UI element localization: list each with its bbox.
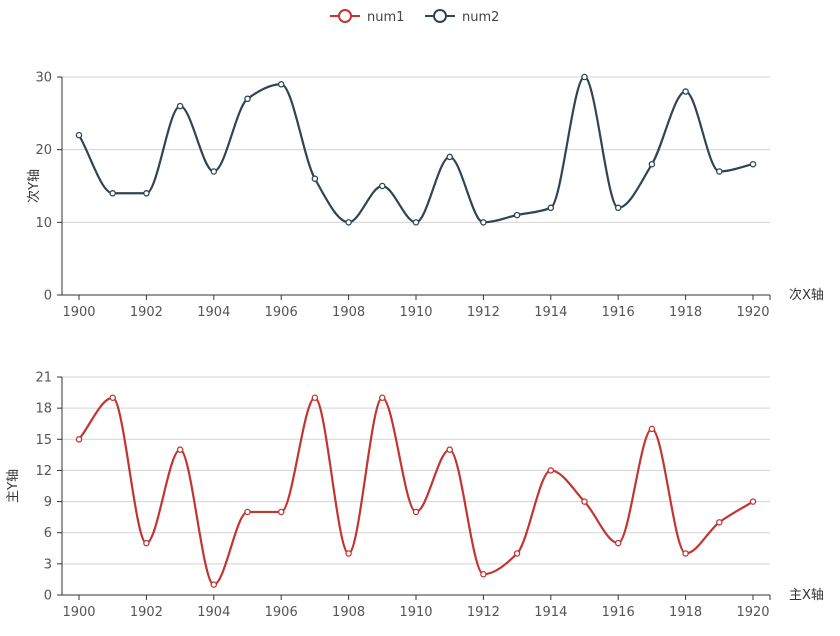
data-point[interactable] <box>581 498 588 505</box>
data-point[interactable] <box>480 219 487 226</box>
data-point[interactable] <box>75 436 83 443</box>
legend-label: num2 <box>462 10 499 25</box>
data-point[interactable] <box>143 539 150 547</box>
data-point[interactable] <box>716 519 723 526</box>
x-tick-label: 1912 <box>467 605 500 620</box>
legend-circle-icon <box>338 9 352 23</box>
x-tick-label: 1906 <box>265 605 298 620</box>
data-point[interactable] <box>682 88 689 95</box>
x-tick-label: 1918 <box>669 605 702 620</box>
y-tick-label: 30 <box>35 71 52 86</box>
legend[interactable]: num1 num2 <box>330 9 499 25</box>
bottom-chart: 0 3 6 9 12 15 18 21 1900 1902 1904 1906 1908 1910 1912… <box>6 371 824 621</box>
data-point[interactable] <box>379 394 386 402</box>
y-tick-label: 0 <box>44 589 52 604</box>
x-tick-label: 1912 <box>467 305 500 320</box>
data-point[interactable] <box>547 467 555 474</box>
x-tick-label: 1910 <box>399 305 432 320</box>
x-tick-label: 1916 <box>602 305 635 320</box>
data-point[interactable] <box>648 160 656 168</box>
x-tick-label: 1906 <box>265 305 298 320</box>
x-tick-label: 1904 <box>197 305 230 320</box>
y-tick-label: 12 <box>35 464 52 479</box>
data-point[interactable] <box>614 539 622 547</box>
series-line-num1 <box>78 396 754 586</box>
data-point[interactable] <box>345 219 352 226</box>
x-tick-label: 1910 <box>399 605 432 620</box>
y-tick-label: 3 <box>44 557 52 572</box>
x-tick-label: 1904 <box>197 605 230 620</box>
data-point[interactable] <box>446 153 453 161</box>
data-point[interactable] <box>210 168 218 175</box>
data-point[interactable] <box>311 175 319 182</box>
x-tick-label: 1908 <box>332 605 365 620</box>
data-point[interactable] <box>75 131 83 139</box>
x-tick-label: 1908 <box>332 305 365 320</box>
y-tick-label: 15 <box>35 433 52 448</box>
x-tick-label: 1918 <box>669 305 702 320</box>
data-point[interactable] <box>176 446 184 453</box>
x-tick-label: 1920 <box>736 305 769 320</box>
data-point[interactable] <box>446 446 453 453</box>
data-point[interactable] <box>244 508 251 516</box>
x-tick-label: 1900 <box>62 305 95 320</box>
y-tick-label: 0 <box>44 289 52 304</box>
y-tick-label: 10 <box>35 216 52 231</box>
data-point[interactable] <box>513 550 521 557</box>
data-point[interactable] <box>345 550 352 557</box>
data-point[interactable] <box>547 204 555 212</box>
data-point[interactable] <box>109 394 116 402</box>
data-point[interactable] <box>749 160 757 168</box>
data-point[interactable] <box>176 102 184 110</box>
y-tick-label: 18 <box>35 402 52 417</box>
legend-label: num1 <box>367 10 404 25</box>
y-tick-label: 20 <box>35 143 52 158</box>
data-point[interactable] <box>581 73 588 81</box>
data-point[interactable] <box>648 425 656 433</box>
data-point[interactable] <box>143 190 150 197</box>
legend-circle-icon <box>433 9 447 23</box>
data-point[interactable] <box>513 211 521 219</box>
x-axis-label: 次X轴 <box>789 287 824 303</box>
data-point[interactable] <box>412 508 420 516</box>
data-point[interactable] <box>379 182 386 190</box>
x-tick-label: 1914 <box>534 605 567 620</box>
data-point[interactable] <box>682 550 689 557</box>
x-tick-label: 1902 <box>130 305 163 320</box>
data-point[interactable] <box>210 581 218 588</box>
x-tick-label: 1900 <box>62 605 95 620</box>
x-tick-label: 1914 <box>534 305 567 320</box>
y-tick-label: 21 <box>35 371 52 386</box>
data-point[interactable] <box>311 394 319 402</box>
data-point[interactable] <box>614 204 622 212</box>
top-chart: 0 10 20 30 1900 1902 1904 1906 1908 1910 1912 1914 1… <box>26 71 824 321</box>
y-tick-label: 6 <box>44 526 52 541</box>
data-point[interactable] <box>277 508 285 516</box>
data-point[interactable] <box>716 168 723 175</box>
data-point[interactable] <box>244 95 251 103</box>
x-axis-label: 主X轴 <box>789 588 824 603</box>
data-point[interactable] <box>277 81 285 88</box>
y-axis-label: 次Y轴 <box>26 169 42 203</box>
data-point[interactable] <box>412 219 420 226</box>
data-point[interactable] <box>480 570 487 578</box>
x-tick-label: 1902 <box>130 605 163 620</box>
legend-item-num2[interactable]: num2 <box>425 9 499 25</box>
x-tick-label: 1920 <box>736 605 769 620</box>
data-point[interactable] <box>749 498 757 505</box>
x-tick-label: 1916 <box>602 605 635 620</box>
series-line-num2 <box>78 75 754 224</box>
y-axis-label: 主Y轴 <box>6 469 21 503</box>
data-point[interactable] <box>109 190 116 197</box>
legend-item-num1[interactable]: num1 <box>330 9 404 25</box>
y-tick-label: 9 <box>44 495 52 510</box>
